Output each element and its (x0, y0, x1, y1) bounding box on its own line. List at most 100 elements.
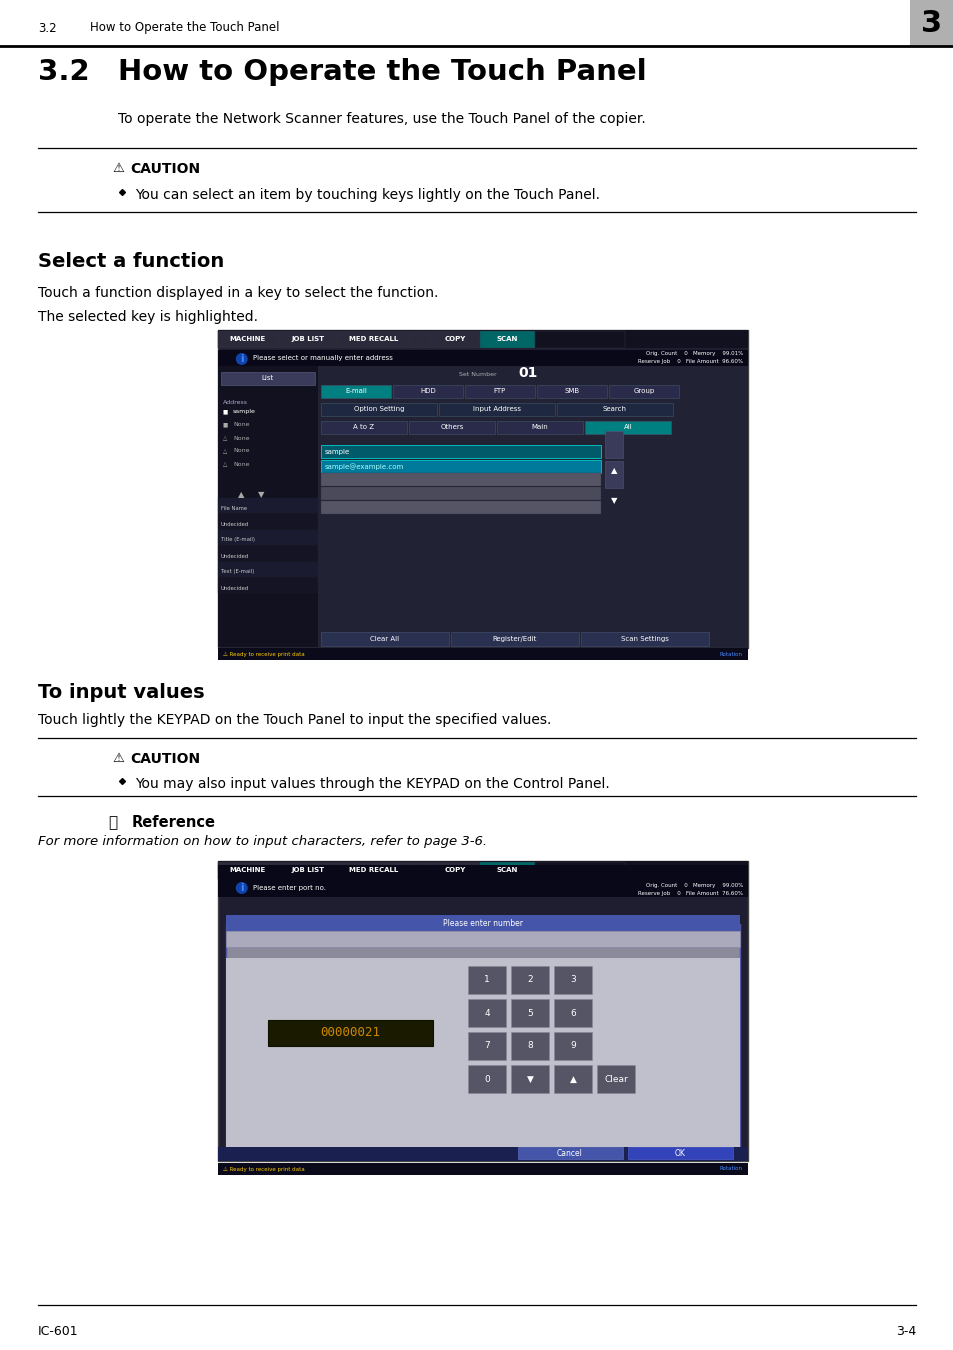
Text: MACHINE: MACHINE (230, 867, 266, 873)
Bar (554, 1065, 592, 1094)
Bar (226, 931, 740, 946)
Bar (221, 373, 314, 385)
Text: ⚠ Ready to receive print data: ⚠ Ready to receive print data (223, 1166, 304, 1172)
Text: SMB: SMB (564, 387, 579, 394)
Text: Undecided: Undecided (221, 521, 249, 526)
Text: 5: 5 (527, 1008, 533, 1018)
Text: A to Z: A to Z (353, 424, 375, 431)
Text: 8: 8 (527, 1041, 533, 1050)
Text: ■: ■ (223, 409, 228, 414)
Text: 0: 0 (483, 1075, 489, 1084)
Text: Reserve Job    0   File Amount  96.60%: Reserve Job 0 File Amount 96.60% (638, 359, 742, 364)
Text: △: △ (223, 462, 227, 467)
Text: SCAN: SCAN (497, 336, 517, 342)
Text: Touch a function displayed in a key to select the function.: Touch a function displayed in a key to s… (38, 286, 438, 300)
Bar (479, 331, 535, 348)
Text: Select a function: Select a function (38, 252, 224, 271)
Text: ▼: ▼ (610, 497, 617, 505)
Text: The selected key is highlighted.: The selected key is highlighted. (38, 310, 257, 324)
Bar (218, 861, 747, 1161)
Text: MACHINE: MACHINE (230, 336, 266, 342)
Text: Reserve Job    0   File Amount  76.60%: Reserve Job 0 File Amount 76.60% (638, 891, 742, 896)
Text: How to Operate the Touch Panel: How to Operate the Touch Panel (118, 58, 646, 86)
Text: Set Number: Set Number (458, 371, 497, 377)
Text: ▲: ▲ (237, 490, 244, 500)
Bar (320, 421, 407, 433)
Bar (218, 1162, 747, 1174)
Text: OK: OK (674, 1149, 684, 1157)
Bar (554, 999, 592, 1027)
Bar (597, 1065, 635, 1094)
Bar (535, 331, 624, 348)
Bar (320, 446, 600, 458)
Bar (218, 531, 317, 545)
Text: 7: 7 (483, 1041, 489, 1050)
Bar (554, 1031, 592, 1060)
Bar (430, 331, 479, 348)
Text: △: △ (223, 436, 227, 440)
Text: Orig. Count    0   Memory    99.00%: Orig. Count 0 Memory 99.00% (645, 883, 742, 888)
Text: Orig. Count    0   Memory    99.01%: Orig. Count 0 Memory 99.01% (645, 351, 742, 356)
Text: 9: 9 (570, 1041, 576, 1050)
Bar (438, 404, 555, 416)
Bar (535, 863, 624, 879)
Text: Group: Group (633, 387, 654, 394)
Bar (268, 1021, 433, 1046)
Bar (218, 331, 277, 348)
Bar (479, 863, 535, 879)
Text: Please select or manually enter address: Please select or manually enter address (253, 355, 393, 360)
Bar (218, 861, 747, 879)
Text: Input Address: Input Address (473, 406, 520, 412)
Bar (554, 967, 592, 994)
Bar (218, 578, 317, 593)
Bar (584, 421, 670, 433)
Bar (430, 863, 479, 879)
Text: JOB LIST: JOB LIST (291, 336, 324, 342)
Text: COPY: COPY (444, 867, 465, 873)
Text: 3-4: 3-4 (895, 1324, 915, 1338)
Text: MED RECALL: MED RECALL (349, 336, 398, 342)
Bar (557, 404, 672, 416)
Bar (337, 863, 410, 879)
Text: 3: 3 (921, 8, 942, 38)
Text: E-mail: E-mail (345, 387, 367, 394)
Text: Scan Settings: Scan Settings (620, 636, 668, 643)
Bar (277, 863, 337, 879)
Bar (218, 498, 317, 513)
Bar (511, 967, 548, 994)
Text: 3: 3 (570, 976, 576, 984)
Text: SCAN: SCAN (497, 867, 517, 873)
Text: Please enter number: Please enter number (442, 918, 522, 927)
Bar (608, 385, 679, 398)
Text: ■: ■ (223, 423, 228, 428)
Text: sample: sample (325, 450, 350, 455)
Bar (468, 967, 505, 994)
Text: None: None (233, 462, 250, 467)
Bar (511, 999, 548, 1027)
Text: △: △ (223, 448, 227, 454)
Text: ⚠ Ready to receive print data: ⚠ Ready to receive print data (223, 651, 304, 656)
Bar (468, 1031, 505, 1060)
Bar (218, 514, 317, 529)
Bar (468, 999, 505, 1027)
Bar (218, 1148, 747, 1161)
Text: 1: 1 (483, 976, 489, 984)
Text: Undecided: Undecided (221, 554, 249, 559)
Text: Cancel: Cancel (557, 1149, 582, 1157)
Text: File Name: File Name (221, 505, 247, 510)
Bar (218, 562, 317, 576)
Bar (320, 460, 600, 472)
Text: i: i (240, 354, 243, 364)
Bar (226, 915, 740, 931)
Bar (320, 501, 600, 514)
Bar (320, 632, 449, 647)
Text: ⚠: ⚠ (112, 162, 124, 176)
Text: CAUTION: CAUTION (130, 162, 200, 176)
Text: ▲: ▲ (610, 467, 617, 475)
Bar (604, 431, 622, 458)
Text: All: All (623, 424, 632, 431)
Text: You may also input values through the KEYPAD on the Control Panel.: You may also input values through the KE… (135, 778, 609, 791)
Text: i: i (240, 883, 243, 892)
Text: 01: 01 (517, 366, 537, 379)
Bar (537, 385, 606, 398)
